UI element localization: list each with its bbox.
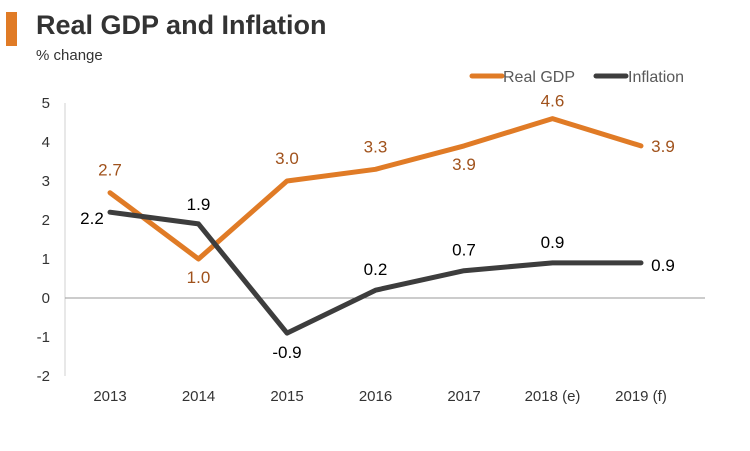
data-label: 1.9	[187, 195, 211, 214]
data-label: 3.3	[364, 137, 388, 156]
data-label: 3.9	[452, 155, 476, 174]
x-tick-label: 2018 (e)	[525, 388, 581, 405]
data-label: -0.9	[272, 343, 301, 362]
legend-label: Real GDP	[503, 69, 575, 86]
y-tick-label: 0	[42, 290, 50, 307]
chart-title: Real GDP and Inflation	[36, 10, 327, 40]
data-label: 4.6	[541, 92, 565, 111]
x-tick-label: 2016	[359, 388, 392, 405]
x-tick-label: 2013	[93, 388, 126, 405]
x-tick-label: 2017	[447, 388, 480, 405]
legend-label: Inflation	[628, 69, 684, 86]
title-accent-bar	[6, 12, 17, 46]
y-tick-label: -2	[37, 368, 50, 385]
data-label: 1.0	[187, 268, 211, 287]
x-tick-label: 2015	[270, 388, 303, 405]
x-tick-label: 2014	[182, 388, 215, 405]
x-tick-label: 2019 (f)	[615, 388, 667, 405]
data-label: 0.7	[452, 241, 476, 260]
data-label: 0.9	[651, 256, 675, 275]
data-label: 3.0	[275, 149, 299, 168]
chart-subtitle: % change	[36, 47, 103, 64]
y-tick-label: -1	[37, 329, 50, 346]
data-label: 2.7	[98, 161, 122, 180]
y-tick-label: 1	[42, 251, 50, 268]
y-tick-label: 4	[42, 134, 50, 151]
data-label: 0.2	[364, 260, 388, 279]
y-tick-label: 2	[42, 212, 50, 229]
data-label: 0.9	[541, 233, 565, 252]
data-label: 3.9	[651, 137, 675, 156]
data-label: 2.2	[80, 209, 104, 228]
y-tick-label: 3	[42, 173, 50, 190]
y-tick-label: 5	[42, 95, 50, 112]
